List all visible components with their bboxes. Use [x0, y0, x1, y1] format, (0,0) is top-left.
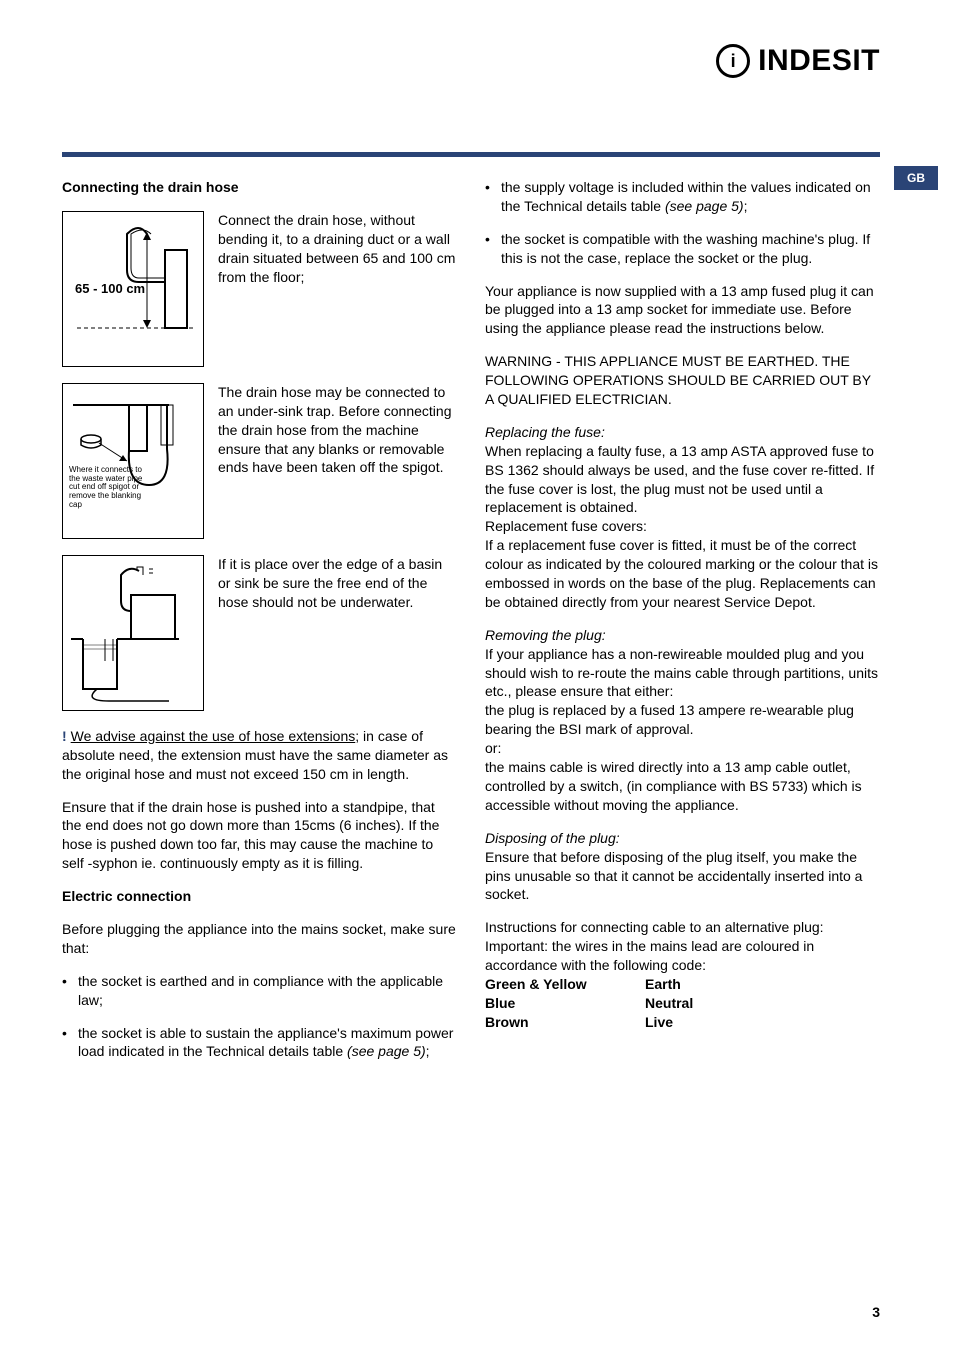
- heading-electric: Electric connection: [62, 887, 457, 906]
- bullet-socket: the socket is compatible with the washin…: [485, 230, 880, 268]
- figure-3-text: If it is place over the edge of a basin …: [218, 555, 457, 711]
- heading-disposing-plug: Disposing of the plug:: [485, 829, 880, 848]
- electric-intro: Before plugging the appliance into the m…: [62, 920, 457, 958]
- supplied-text: Your appliance is now supplied with a 13…: [485, 282, 880, 339]
- wire-colour-table: Green & YellowEarth BlueNeutral BrownLiv…: [485, 975, 880, 1032]
- instructions-p1: Instructions for connecting cable to an …: [485, 918, 880, 937]
- figure-3: [62, 555, 204, 711]
- warning-extensions: !We advise against the use of hose exten…: [62, 727, 457, 784]
- page-number: 3: [872, 1304, 880, 1320]
- sink-trap-diagram-icon: [69, 389, 197, 533]
- fuse-p1: When replacing a faulty fuse, a 13 amp A…: [485, 442, 880, 518]
- right-bullet-list: the supply voltage is included within th…: [485, 178, 880, 268]
- figure-2-label: Where it connects to the waste water pip…: [69, 466, 149, 510]
- content-columns: Connecting the drain hose 65: [62, 178, 880, 1290]
- remove-p3: the mains cable is wired directly into a…: [485, 758, 880, 815]
- left-column: Connecting the drain hose 65: [62, 178, 457, 1290]
- heading-removing-plug: Removing the plug:: [485, 626, 880, 645]
- remove-p2: the plug is replaced by a fused 13 amper…: [485, 701, 880, 739]
- right-column: the supply voltage is included within th…: [485, 178, 880, 1290]
- instructions-p2: Important: the wires in the mains lead a…: [485, 937, 880, 975]
- basin-hose-diagram-icon: [69, 561, 197, 705]
- electric-bullet-list: the socket is earthed and in compliance …: [62, 972, 457, 1062]
- warning-underlined-text: We advise against the use of hose extens…: [71, 728, 356, 744]
- heading-drain: Connecting the drain hose: [62, 178, 457, 197]
- bullet-voltage: the supply voltage is included within th…: [485, 178, 880, 216]
- wire-value-3: Live: [645, 1013, 880, 1032]
- figure-1: 65 - 100 cm: [62, 211, 204, 367]
- fuse-p3: If a replacement fuse cover is fitted, i…: [485, 536, 880, 612]
- figure-2: Where it connects to the waste water pip…: [62, 383, 204, 539]
- remove-p1: If your appliance has a non-rewireable m…: [485, 645, 880, 702]
- logo-text: INDESIT: [758, 44, 880, 78]
- language-badge: GB: [894, 166, 938, 190]
- bullet-power-load: the socket is able to sustain the applia…: [62, 1024, 457, 1062]
- figure-row-3: If it is place over the edge of a basin …: [62, 555, 457, 711]
- wire-value-2: Neutral: [645, 994, 880, 1013]
- figure-1-range-label: 65 - 100 cm: [75, 280, 145, 298]
- fuse-p2: Replacement fuse covers:: [485, 517, 880, 536]
- figure-1-text: Connect the drain hose, without bending …: [218, 211, 457, 367]
- horizontal-rule: [62, 152, 880, 157]
- logo-icon: i: [716, 44, 750, 78]
- or-text: or:: [485, 739, 880, 758]
- warning-earthed: WARNING - THIS APPLIANCE MUST BE EARTHED…: [485, 352, 880, 409]
- page: i INDESIT GB Connecting the drain hose: [0, 0, 954, 1350]
- figure-row-2: Where it connects to the waste water pip…: [62, 383, 457, 539]
- warning-icon: !: [62, 728, 67, 744]
- bullet-earthed: the socket is earthed and in compliance …: [62, 972, 457, 1010]
- heading-replacing-fuse: Replacing the fuse:: [485, 423, 880, 442]
- wire-colour-3: Brown: [485, 1013, 645, 1032]
- brand-logo: i INDESIT: [716, 44, 880, 78]
- figure-2-text: The drain hose may be connected to an un…: [218, 383, 457, 539]
- wire-colour-1: Green & Yellow: [485, 975, 645, 994]
- dispose-p: Ensure that before disposing of the plug…: [485, 848, 880, 905]
- wire-value-1: Earth: [645, 975, 880, 994]
- wire-colour-2: Blue: [485, 994, 645, 1013]
- standpipe-text: Ensure that if the drain hose is pushed …: [62, 798, 457, 874]
- figure-row-1: 65 - 100 cm Connect the drain hose, with…: [62, 211, 457, 367]
